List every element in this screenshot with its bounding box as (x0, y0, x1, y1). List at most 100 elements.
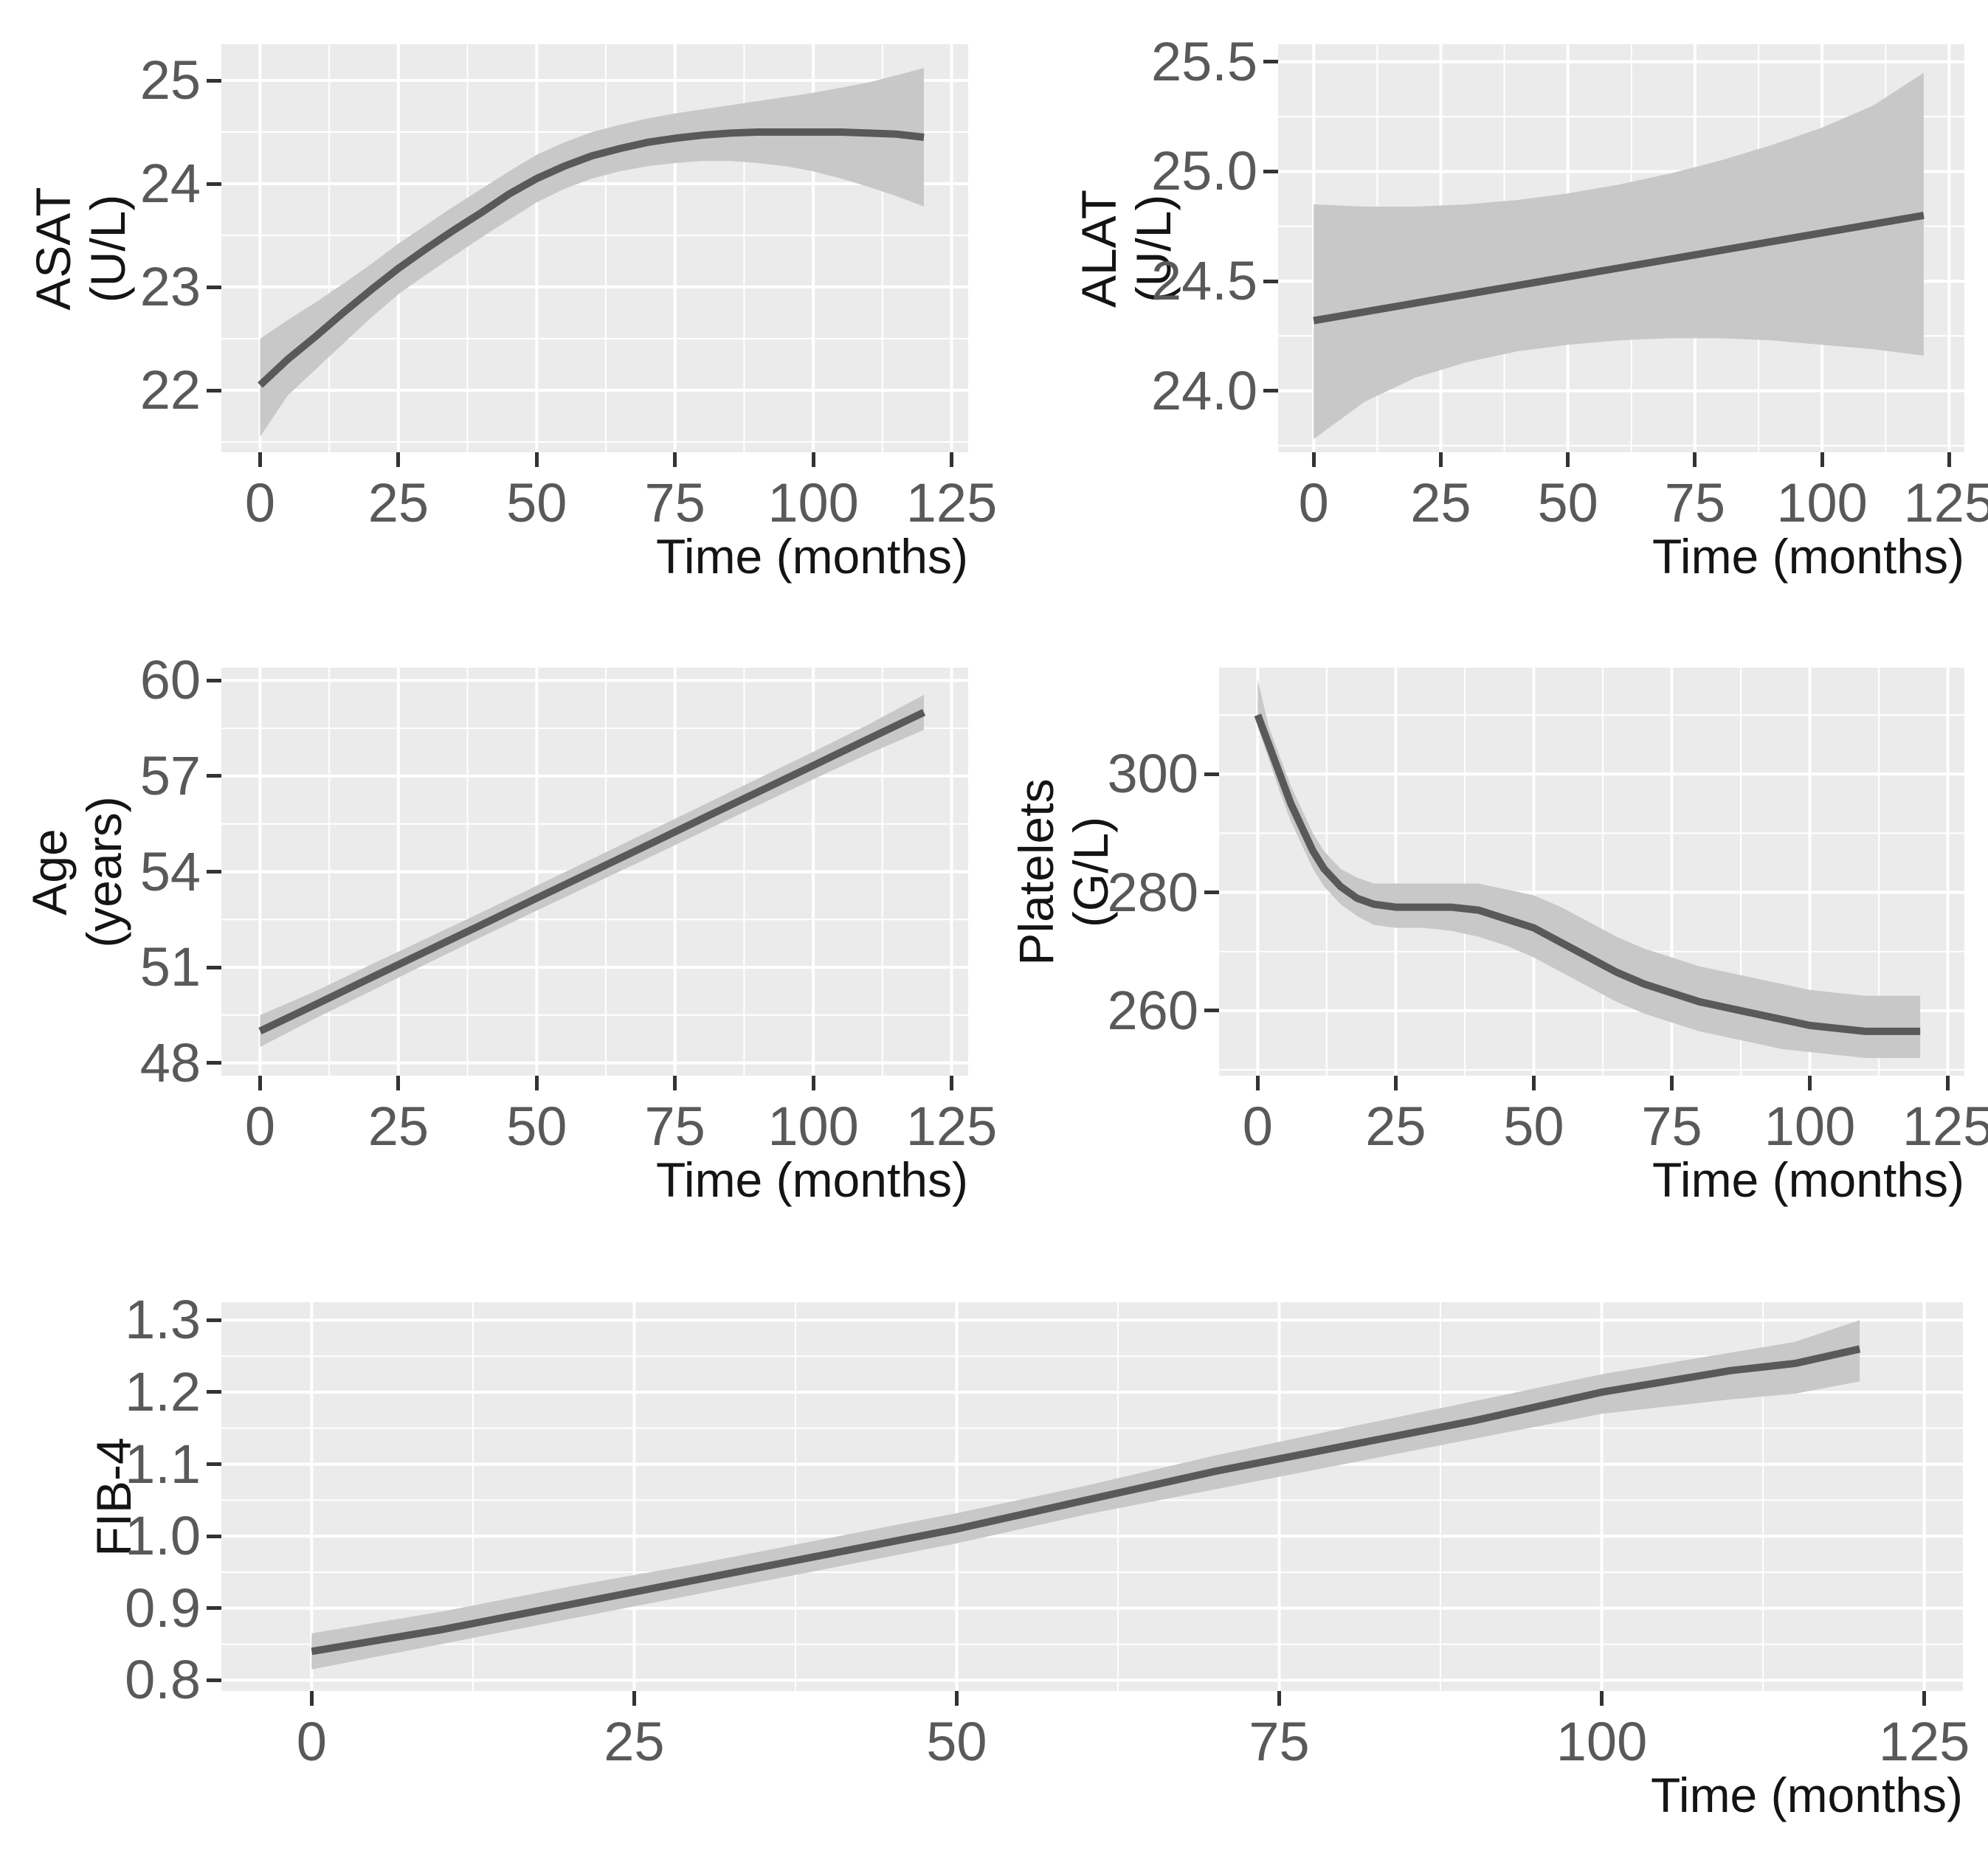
y-tick-mark (207, 1318, 221, 1322)
x-tick-label: 0 (244, 1096, 276, 1157)
x-axis-title-asat: Time (months) (656, 529, 968, 584)
x-tick-mark (309, 1691, 314, 1706)
panel-asat: ASAT (U/L) 0 25 50 75 100 125 22 23 24 25 Time (m… (26, 44, 997, 581)
x-tick-mark (534, 452, 539, 467)
plot-area-age: 0 25 50 75 100 125 48 51 54 57 60 (140, 651, 998, 1155)
x-tick-label: 100 (1764, 1096, 1856, 1157)
plot-area-alat: 0 25 50 75 100 125 24.0 24.5 25.0 25.5 (1151, 32, 1988, 531)
y-tick-mark (207, 388, 221, 393)
x-tick-label: 0 (296, 1711, 327, 1772)
y-tick-label: 24.0 (1150, 359, 1257, 421)
y-tick-mark (207, 78, 221, 83)
confidence-band (1314, 72, 1924, 440)
y-tick-label: 1.3 (125, 1289, 201, 1351)
x-tick-label: 25 (1365, 1096, 1426, 1157)
x-tick-mark (1438, 452, 1443, 467)
trend-line (258, 708, 926, 1035)
panel-alat: ALAT (U/L) 0 25 50 75 100 125 24.0 24.5 25.0 25.5… (1071, 32, 1988, 581)
x-tick-mark (673, 1076, 677, 1090)
y-tick-label: 60 (139, 649, 201, 711)
x-tick-label: 100 (767, 472, 859, 533)
y-tick-label: 300 (1107, 743, 1198, 805)
x-tick-label: 125 (1903, 472, 1988, 533)
y-tick-label: 0.8 (125, 1649, 201, 1711)
y-tick-label: 1.0 (125, 1505, 201, 1567)
x-tick-mark (950, 452, 953, 467)
x-tick-label: 25 (367, 1096, 429, 1157)
x-tick-label: 25 (1410, 472, 1471, 533)
y-tick-label: 54 (139, 840, 201, 902)
x-tick-mark (1669, 1076, 1674, 1090)
y-tick-label: 23 (139, 256, 201, 317)
x-tick-label: 75 (644, 1096, 705, 1157)
x-tick-label: 75 (644, 472, 705, 533)
y-tick-label: 1.2 (125, 1360, 201, 1422)
y-tick-label: 25 (139, 49, 201, 111)
x-tick-mark (1922, 1691, 1927, 1706)
x-tick-label: 50 (926, 1711, 987, 1772)
x-tick-mark (1947, 452, 1951, 467)
x-tick-mark (396, 1076, 401, 1090)
x-tick-mark (811, 1076, 815, 1090)
x-tick-mark (673, 452, 677, 467)
x-tick-label: 0 (244, 472, 276, 533)
trend-line (311, 1345, 1861, 1656)
y-tick-label: 48 (139, 1031, 201, 1093)
chart-canvas-ASAT (221, 44, 968, 452)
panel-age: Age (years) 0 25 50 75 100 125 48 51 54 57 60 Time… (22, 651, 998, 1204)
chart-canvas-ALAT (1278, 44, 1964, 452)
x-tick-label: 0 (1298, 472, 1329, 533)
x-tick-mark (258, 452, 262, 467)
y-tick-label: 0.9 (125, 1577, 201, 1639)
chart-canvas-Age (221, 668, 968, 1076)
y-tick-mark (1263, 169, 1278, 173)
y-tick-mark (207, 181, 221, 186)
y-tick-label: 260 (1107, 979, 1198, 1041)
trend-line (1313, 211, 1925, 325)
plot-area-fib4: 0 25 50 75 100 125 0.8 0.9 1.0 1.1 1.2 1.3 (125, 1291, 1970, 1771)
x-tick-label: 50 (506, 472, 567, 533)
y-tick-label: 1.1 (125, 1433, 201, 1495)
x-tick-label: 125 (1878, 1711, 1970, 1772)
y-tick-mark (1263, 279, 1278, 283)
x-axis-title-platelets: Time (months) (1652, 1152, 1964, 1207)
x-tick-label: 125 (905, 1096, 998, 1157)
x-tick-mark (1566, 452, 1570, 467)
x-tick-mark (954, 1691, 959, 1706)
y-tick-mark (207, 285, 221, 289)
x-tick-label: 0 (1242, 1096, 1273, 1157)
y-tick-mark (207, 870, 221, 874)
x-tick-label: 125 (1902, 1096, 1988, 1157)
y-tick-label: 25.5 (1150, 30, 1257, 92)
x-tick-mark (1255, 1076, 1260, 1090)
x-tick-mark (1693, 452, 1697, 467)
confidence-band (1257, 679, 1921, 1058)
confidence-band (260, 68, 925, 437)
y-tick-mark (207, 1678, 221, 1682)
panel-platelets: Platelets (G/L) 0 25 50 75 100 125 260 280 300 T… (1009, 668, 1988, 1204)
y-tick-mark (1204, 891, 1219, 895)
x-axis-title-fib4: Time (months) (1651, 1768, 1963, 1822)
x-tick-label: 75 (1641, 1096, 1702, 1157)
y-tick-mark (1263, 389, 1278, 393)
x-axis-title-alat: Time (months) (1652, 529, 1964, 584)
y-tick-mark (207, 774, 221, 778)
y-tick-mark (207, 1061, 221, 1065)
trend-line (258, 128, 925, 388)
panel-fib4: FIB-4 0 25 50 75 100 125 0.8 0.9 1.0 1.1 1.2 1.3 Ti… (86, 1291, 1970, 1819)
x-tick-label: 75 (1664, 472, 1726, 533)
y-tick-mark (207, 678, 221, 682)
x-tick-mark (1311, 452, 1316, 467)
x-tick-mark (811, 452, 815, 467)
x-tick-mark (632, 1691, 636, 1706)
x-tick-label: 25 (604, 1711, 665, 1772)
y-tick-label: 24 (139, 153, 201, 214)
x-tick-label: 100 (1556, 1711, 1648, 1772)
x-tick-mark (1531, 1076, 1536, 1090)
y-tick-mark (1263, 60, 1278, 64)
x-tick-mark (1393, 1076, 1398, 1090)
y-tick-label: 280 (1107, 861, 1198, 923)
x-tick-mark (396, 452, 401, 467)
x-tick-mark (950, 1076, 953, 1090)
